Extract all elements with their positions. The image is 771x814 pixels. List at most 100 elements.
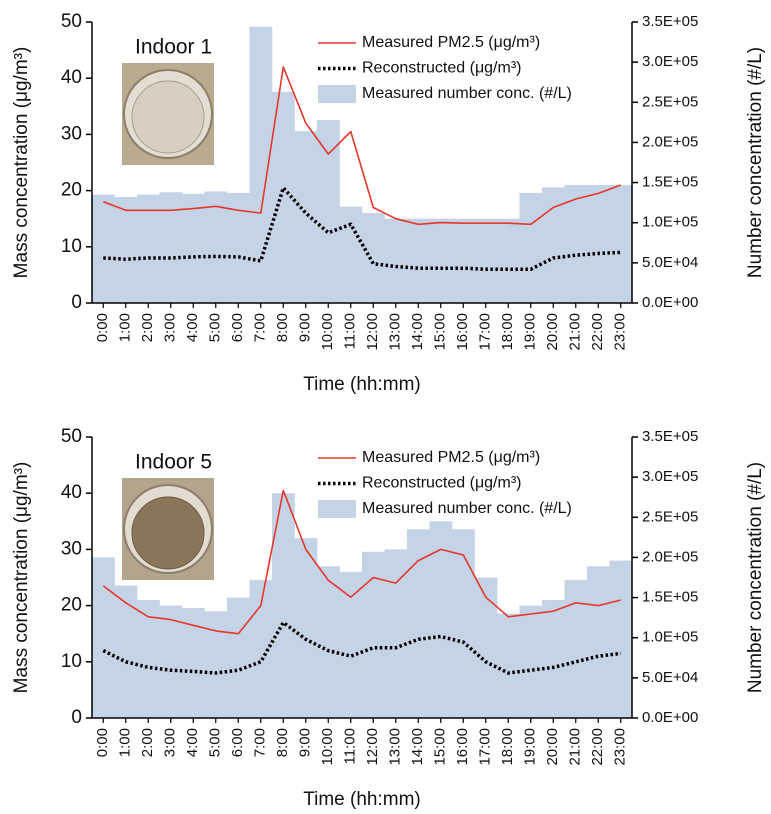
y2-tick-label: 2.0E+05: [642, 548, 698, 565]
bar: [272, 91, 295, 303]
y-axis-title: Mass concentration (μg/m³): [11, 462, 32, 694]
bar: [497, 613, 520, 718]
y2-tick-label: 3.5E+05: [642, 13, 698, 30]
dish-filter: [131, 80, 205, 154]
x-tick-label: 12:00: [364, 728, 381, 766]
x-tick-label: 15:00: [432, 313, 449, 351]
bar: [159, 605, 183, 718]
x-axis-title: Time (hh:mm): [303, 374, 421, 395]
bar: [452, 218, 475, 303]
y2-tick-label: 1.5E+05: [642, 589, 698, 606]
bar: [294, 538, 318, 718]
y2-tick-label: 3.0E+05: [642, 468, 698, 485]
bar: [564, 184, 588, 303]
bar: [114, 197, 138, 303]
x-tick-label: 2:00: [139, 313, 156, 342]
annotation: Indoor 5: [135, 451, 212, 474]
x-tick-label: 4:00: [184, 728, 201, 757]
y2-tick-label: 1.0E+05: [642, 214, 698, 231]
bar: [227, 597, 250, 718]
bar: [92, 194, 115, 303]
bar: [159, 192, 183, 303]
legend-label: Measured PM2.5 (μg/m³): [362, 34, 540, 51]
bar: [587, 184, 610, 303]
legend-label: Measured number conc. (#/L): [362, 85, 572, 102]
y2-tick-label: 5.0E+04: [642, 669, 698, 686]
x-tick-label: 16:00: [454, 313, 471, 351]
y2-tick-label: 3.0E+05: [642, 53, 698, 70]
x-tick-label: 21:00: [567, 313, 584, 351]
bar: [182, 608, 205, 718]
x-tick-label: 23:00: [612, 313, 629, 351]
y-tick-label: 40: [61, 482, 82, 503]
x-tick-label: 14:00: [409, 728, 426, 766]
bar: [294, 131, 318, 303]
legend-label: Reconstructed (μg/m³): [362, 60, 521, 77]
y-tick-label: 30: [61, 538, 82, 559]
bar: [227, 193, 250, 303]
x-tick-label: 9:00: [297, 313, 314, 342]
annotation: Indoor 1: [135, 36, 212, 59]
legend-label: Measured PM2.5 (μg/m³): [362, 449, 540, 466]
x-tick-label: 10:00: [319, 728, 336, 766]
x-tick-label: 3:00: [162, 313, 179, 342]
x-tick-label: 6:00: [229, 728, 246, 757]
bar: [609, 560, 633, 718]
x-tick-label: 11:00: [342, 313, 359, 349]
y-tick-label: 20: [61, 180, 82, 201]
x-tick-label: 8:00: [274, 313, 291, 342]
bar: [362, 213, 385, 303]
x-tick-label: 5:00: [207, 313, 224, 342]
bar: [249, 579, 273, 718]
bar: [542, 599, 565, 718]
line: [102, 620, 622, 675]
x-tick-label: 17:00: [477, 313, 494, 351]
bar: [362, 551, 385, 718]
x-tick-label: 1:00: [117, 728, 134, 757]
bar: [429, 218, 453, 303]
y-tick-label: 0: [71, 707, 82, 728]
legend-swatch: [318, 500, 356, 518]
x-tick-label: 18:00: [499, 728, 516, 766]
dish-1: [122, 63, 214, 165]
bar: [317, 566, 340, 718]
x-tick-label: 20:00: [544, 313, 561, 351]
bar: [609, 184, 633, 303]
y-tick-label: 20: [61, 595, 82, 616]
bar: [429, 521, 453, 718]
x-tick-label: 10:00: [319, 313, 336, 351]
bar: [137, 599, 160, 718]
x-tick-label: 13:00: [387, 728, 404, 766]
x-tick-label: 15:00: [432, 728, 449, 766]
x-tick-label: 2:00: [139, 728, 156, 757]
x-axis-title: Time (hh:mm): [303, 789, 421, 810]
y-axis-title: Mass concentration (μg/m³): [11, 47, 32, 279]
bar: [92, 557, 115, 718]
x-tick-label: 16:00: [454, 728, 471, 766]
y-tick-label: 10: [61, 651, 82, 672]
bar: [407, 529, 430, 718]
bar: [272, 493, 295, 718]
y-tick-label: 10: [61, 236, 82, 257]
y-tick-label: 50: [61, 426, 82, 447]
x-tick-label: 18:00: [499, 313, 516, 351]
x-tick-label: 7:00: [252, 728, 269, 757]
bar: [519, 605, 543, 718]
y-tick-label: 30: [61, 123, 82, 144]
y-tick-label: 50: [61, 11, 82, 32]
line: [103, 66, 622, 226]
legend-swatch: [318, 85, 356, 103]
y2-axis-title: Number concentration (#/L): [745, 462, 766, 693]
bar: [317, 119, 340, 303]
bar: [114, 585, 138, 718]
x-tick-label: 7:00: [252, 313, 269, 342]
x-tick-label: 1:00: [117, 313, 134, 342]
x-tick-label: 13:00: [387, 313, 404, 351]
x-tick-label: 20:00: [544, 728, 561, 766]
bar: [407, 218, 430, 303]
y2-tick-label: 1.5E+05: [642, 174, 698, 191]
bar: [452, 529, 475, 718]
x-tick-label: 0:00: [94, 728, 111, 757]
y2-tick-label: 3.5E+05: [642, 428, 698, 445]
